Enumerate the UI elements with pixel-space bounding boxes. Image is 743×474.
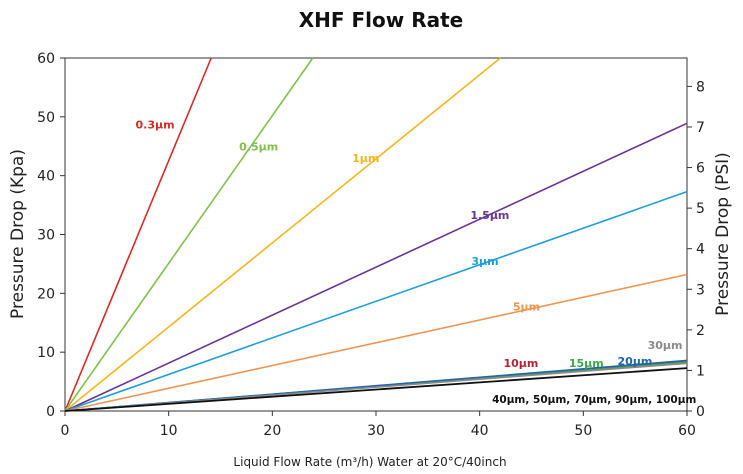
series-label-6: 10μm — [504, 357, 539, 370]
series-line-3 — [64, 122, 688, 412]
x-tick-label: 60 — [678, 423, 696, 439]
x-axis-label: Liquid Flow Rate (m³/h) Water at 20°C/40… — [233, 455, 506, 469]
y2-tick-label: 7 — [696, 120, 705, 136]
series-label-1: 0.5μm — [239, 140, 278, 153]
y-tick-label: 50 — [37, 110, 55, 126]
x-tick-label: 10 — [160, 423, 178, 439]
series-layer — [64, 57, 688, 412]
y2-axis-ticks: 0 1 2 3 4 5 6 7 8 — [687, 79, 705, 420]
series-labels: 0.3μm 0.5μm 1μm 1.5μm 3μm 5μm 10μm 15μm 20μm 30μm… — [135, 119, 696, 406]
series-label-9: 30μm — [648, 339, 683, 352]
y2-tick-label: 5 — [696, 201, 705, 217]
y2-tick-label: 6 — [696, 161, 705, 177]
y-tick-label: 60 — [37, 51, 55, 67]
y-tick-label: 20 — [37, 286, 55, 302]
chart-title: XHF Flow Rate — [299, 8, 464, 32]
y2-tick-label: 4 — [696, 242, 705, 258]
y-tick-label: 30 — [37, 228, 55, 244]
y-axis-ticks: 0 10 20 30 40 50 60 — [37, 51, 65, 420]
series-label-5: 5μm — [513, 300, 540, 313]
y2-tick-label: 1 — [696, 363, 705, 379]
y2-tick-label: 0 — [696, 404, 705, 420]
y2-tick-label: 8 — [696, 79, 705, 95]
series-label-8: 20μm — [618, 355, 653, 368]
series-label-3: 1.5μm — [470, 209, 509, 222]
x-tick-label: 20 — [263, 423, 281, 439]
x-axis-ticks: 0 10 20 30 40 50 60 — [61, 411, 696, 439]
series-line-2 — [64, 57, 501, 412]
series-label-2: 1μm — [352, 152, 379, 165]
series-line-0 — [64, 57, 212, 412]
x-tick-label: 40 — [471, 423, 489, 439]
y-tick-label: 10 — [37, 345, 55, 361]
series-line-4 — [64, 190, 688, 412]
x-tick-label: 50 — [574, 423, 592, 439]
series-line-1 — [64, 57, 314, 412]
x-tick-label: 0 — [61, 423, 70, 439]
series-line-10 — [64, 367, 688, 412]
y-axis-label: Pressure Drop (Kpa) — [8, 149, 28, 319]
series-label-0: 0.3μm — [135, 119, 174, 132]
y-tick-label: 40 — [37, 169, 55, 185]
y2-axis-label: Pressure Drop (PSI) — [713, 152, 733, 316]
x-tick-label: 30 — [367, 423, 385, 439]
y2-tick-label: 3 — [696, 282, 705, 298]
series-label-10: 40μm, 50μm, 70μm, 90μm, 100μm — [492, 394, 696, 406]
y-tick-label: 0 — [46, 404, 55, 420]
y2-tick-label: 2 — [696, 323, 705, 339]
series-label-7: 15μm — [569, 357, 604, 370]
series-line-5 — [64, 273, 688, 412]
series-label-4: 3μm — [471, 255, 498, 268]
